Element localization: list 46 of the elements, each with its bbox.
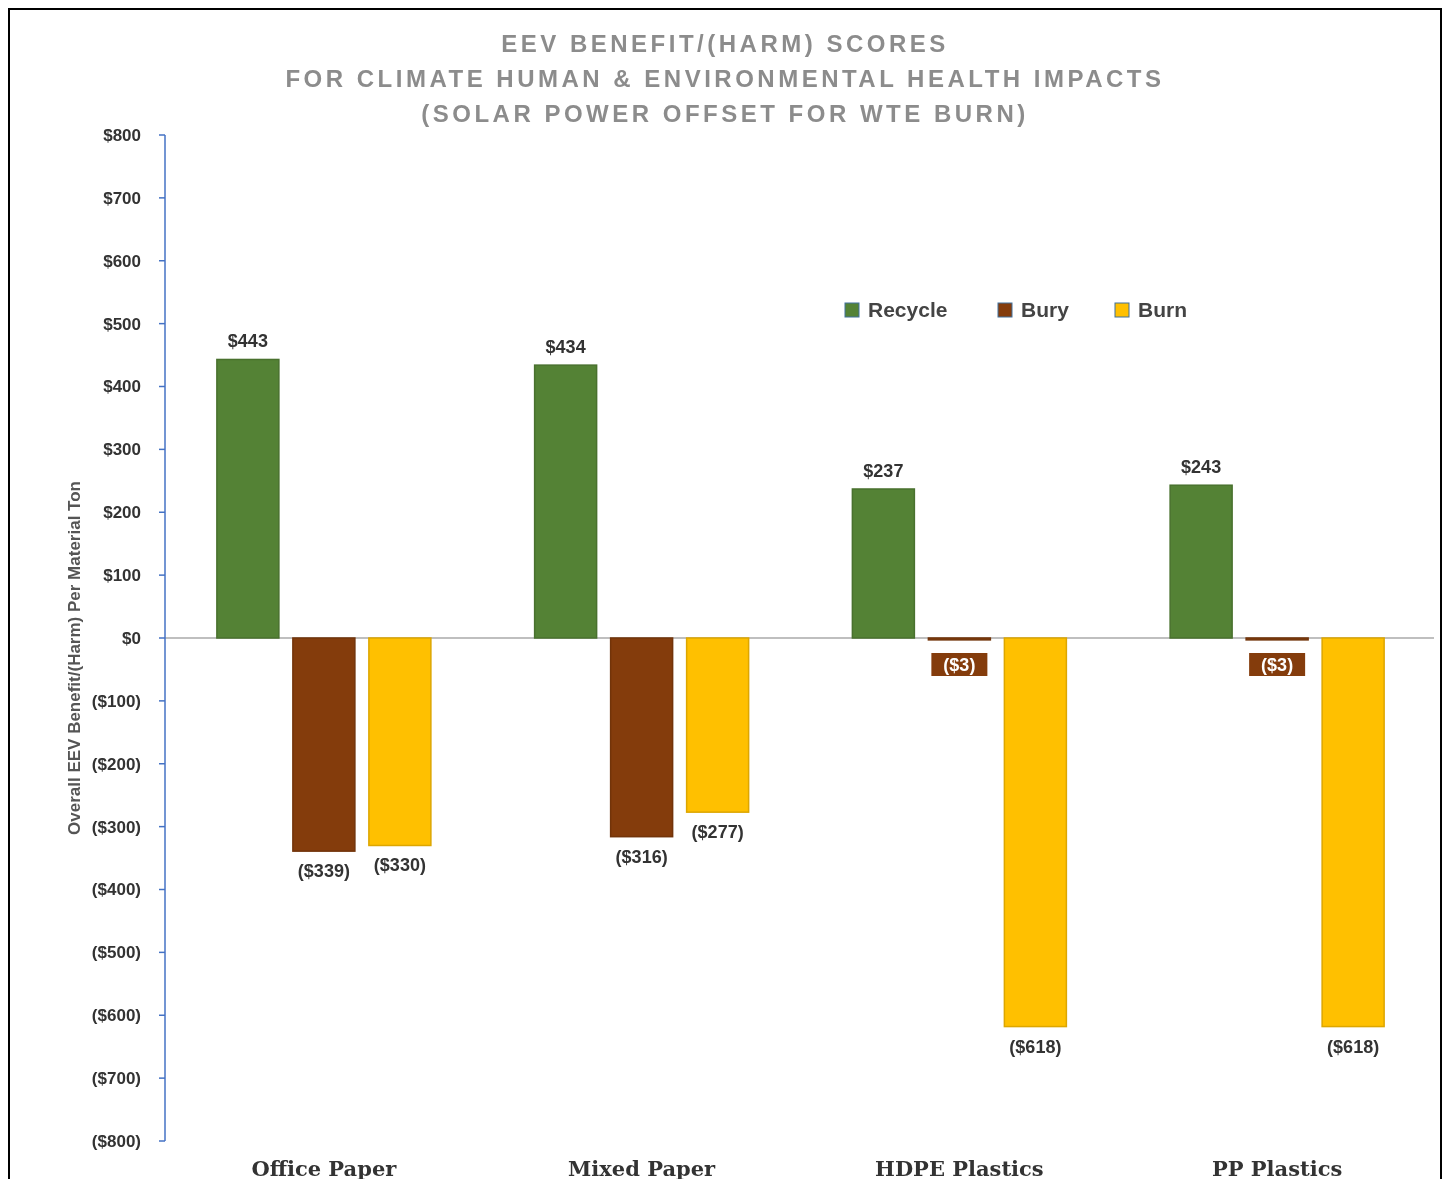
y-tick-label: $600 bbox=[103, 251, 141, 271]
y-tick-label: ($500) bbox=[91, 943, 141, 963]
data-label: ($277) bbox=[691, 822, 744, 843]
x-tick-label: PP Plastics bbox=[1211, 1156, 1343, 1181]
x-tick-label: HDPE Plastics bbox=[875, 1156, 1044, 1181]
y-tick-label: ($400) bbox=[91, 880, 141, 900]
legend-label: Bury bbox=[1021, 298, 1070, 321]
bar bbox=[292, 637, 356, 852]
y-tick-label: $500 bbox=[103, 314, 141, 334]
legend-label: Recycle bbox=[868, 298, 948, 321]
y-tick-label: $0 bbox=[122, 628, 141, 648]
data-label: ($618) bbox=[1327, 1036, 1380, 1057]
data-label: $237 bbox=[863, 460, 904, 481]
y-tick-label: $800 bbox=[103, 125, 141, 145]
y-tick-label: ($800) bbox=[91, 1131, 141, 1151]
y-axis-title: Overall EEV Benefit/(Harm) Per Material Ton bbox=[65, 481, 84, 835]
y-tick-label: ($100) bbox=[91, 691, 141, 711]
y-tick-label: ($300) bbox=[91, 817, 141, 837]
bar bbox=[685, 637, 750, 813]
bar bbox=[1169, 484, 1233, 639]
data-label: $434 bbox=[545, 337, 586, 358]
y-tick-label: ($600) bbox=[91, 1006, 141, 1026]
bar bbox=[533, 364, 598, 639]
y-tick-label: $700 bbox=[103, 188, 141, 208]
bar bbox=[609, 637, 674, 838]
y-tick-label: $400 bbox=[103, 377, 141, 397]
data-label: ($339) bbox=[297, 861, 350, 882]
legend-label: Burn bbox=[1138, 298, 1187, 321]
y-tick-label: ($700) bbox=[91, 1069, 141, 1089]
data-label: ($330) bbox=[373, 855, 426, 876]
bar bbox=[368, 637, 432, 847]
bar bbox=[1321, 637, 1385, 1028]
y-tick-label: $200 bbox=[103, 503, 141, 523]
y-tick-label: $100 bbox=[103, 566, 141, 586]
bar bbox=[1003, 637, 1068, 1028]
data-label: ($3) bbox=[1261, 655, 1294, 675]
y-tick-label: $300 bbox=[103, 440, 141, 460]
chart-title: EEV BENEFIT/(HARM) SCORES FOR CLIMATE HUMAN & ENVIRONMENTAL HEALTH IMPACTS (SOLAR POWER OFFSET FOR WTE BURN) bbox=[285, 30, 1165, 127]
data-label: $443 bbox=[227, 331, 268, 352]
y-tick-label: ($200) bbox=[91, 754, 141, 774]
data-label: ($316) bbox=[615, 846, 668, 867]
data-label: ($618) bbox=[1009, 1036, 1062, 1057]
data-label: ($3) bbox=[943, 655, 976, 675]
data-label: $243 bbox=[1181, 457, 1222, 478]
bar bbox=[851, 488, 916, 639]
bar bbox=[216, 358, 280, 639]
